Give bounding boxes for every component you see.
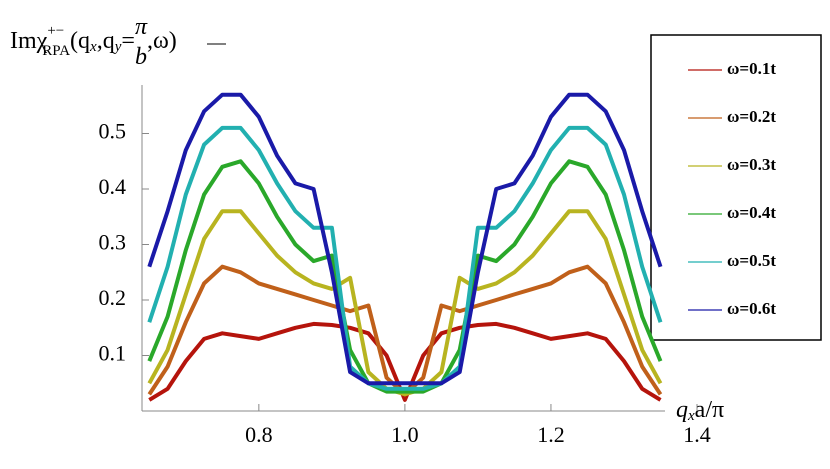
series-line bbox=[147, 125, 663, 391]
x-tick-label: 1.0 bbox=[391, 422, 419, 447]
y-tick-label: 0.2 bbox=[99, 285, 127, 310]
series-line bbox=[148, 321, 662, 402]
legend-label: ω=0.6t bbox=[727, 299, 776, 318]
legend-label: ω=0.5t bbox=[727, 251, 776, 270]
legend-label: ω=0.2t bbox=[727, 107, 776, 126]
legend-label: ω=0.3t bbox=[727, 155, 776, 174]
legend-label: ω=0.1t bbox=[727, 59, 776, 78]
legend-box bbox=[650, 34, 822, 341]
series-line bbox=[147, 92, 663, 386]
x-tick-label: 0.8 bbox=[245, 422, 273, 447]
x-tick-label: 1.4 bbox=[683, 422, 711, 447]
x-tick-label: 1.2 bbox=[537, 422, 565, 447]
x-axis-label: qxa/π bbox=[676, 397, 724, 425]
chart-title: Imχ+− RPA(qx,qy=π b,ω) bbox=[10, 14, 177, 70]
series-line bbox=[147, 159, 663, 394]
series-line bbox=[147, 264, 663, 397]
legend-label: ω=0.4t bbox=[727, 203, 776, 222]
y-tick-label: 0.1 bbox=[99, 341, 127, 366]
series-line bbox=[147, 209, 663, 397]
y-tick-label: 0.3 bbox=[99, 230, 127, 255]
y-tick-label: 0.5 bbox=[99, 119, 127, 144]
y-tick-label: 0.4 bbox=[99, 174, 127, 199]
